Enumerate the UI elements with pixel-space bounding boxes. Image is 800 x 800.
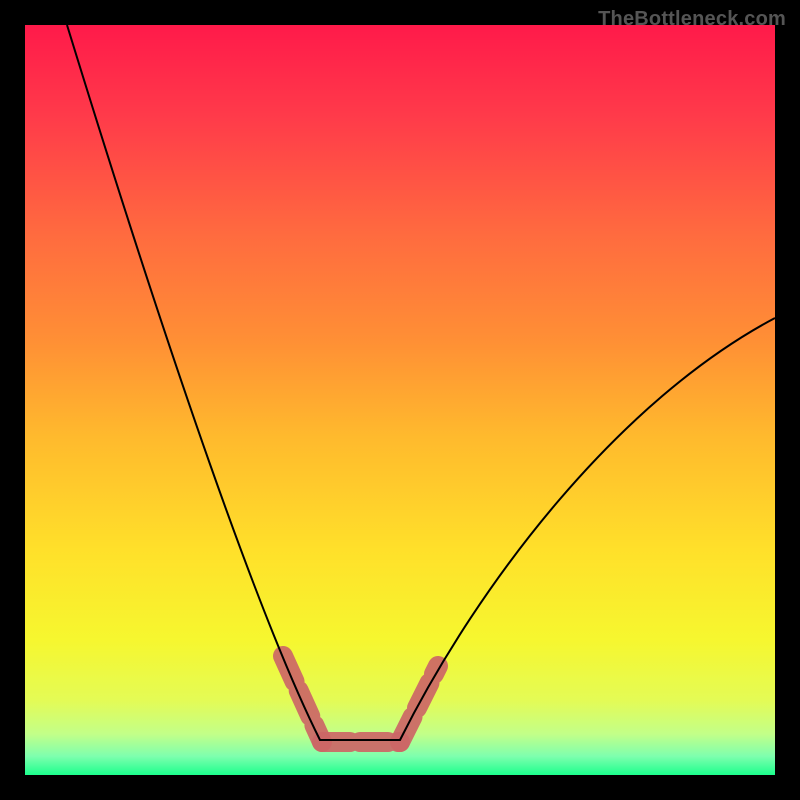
chart-svg bbox=[0, 0, 800, 800]
watermark-text: TheBottleneck.com bbox=[598, 8, 786, 31]
bottleneck-chart: TheBottleneck.com bbox=[0, 0, 800, 800]
